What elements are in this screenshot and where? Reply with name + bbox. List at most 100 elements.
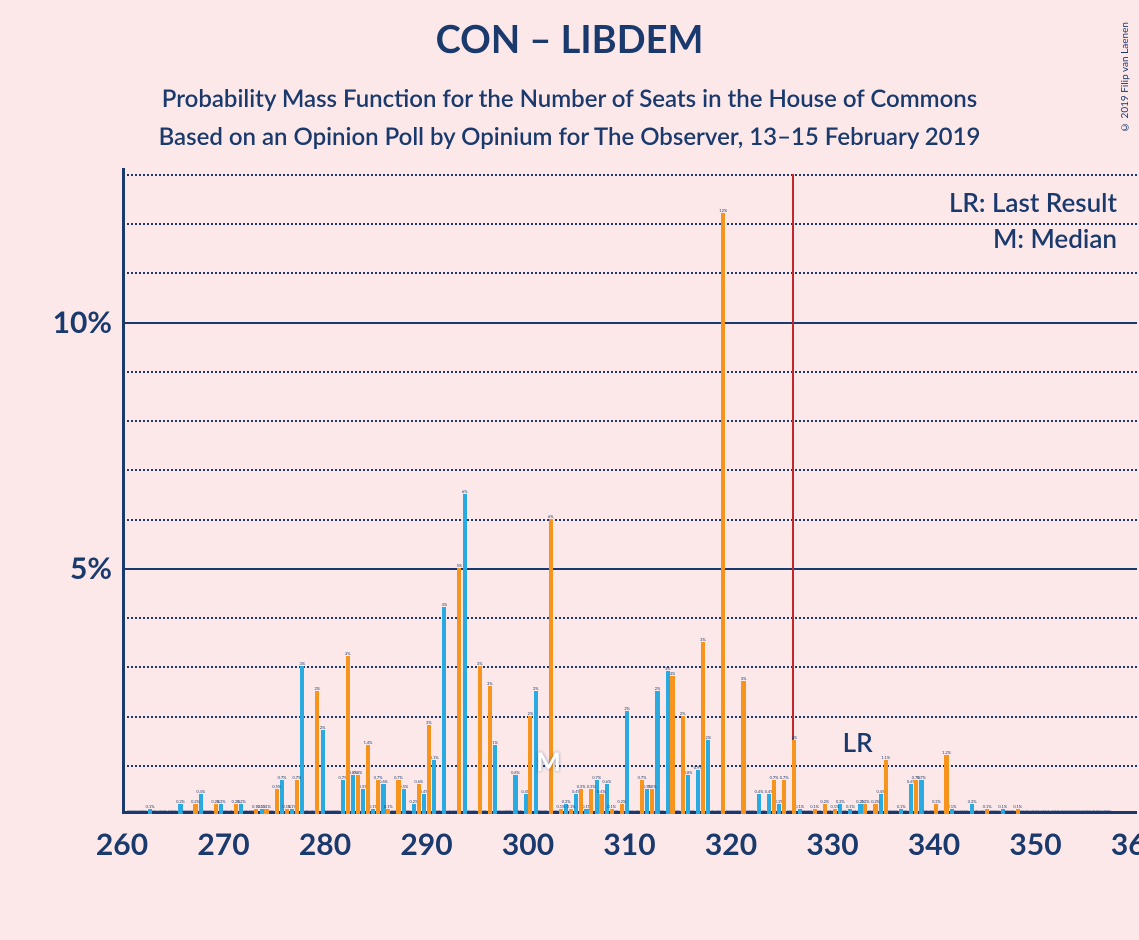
bar-blue: 0.4% bbox=[879, 794, 883, 814]
bar-value-label: 0.1% bbox=[830, 804, 839, 809]
bar-value-label: 0.7% bbox=[293, 775, 302, 780]
bar-value-label: 0% bbox=[132, 809, 138, 814]
bar-value-label: 0.7% bbox=[394, 775, 403, 780]
bar-value-label: 0.7% bbox=[912, 775, 921, 780]
bar-orange: 0.1% bbox=[264, 809, 268, 814]
y-axis-line bbox=[122, 168, 125, 814]
bar-value-label: 0% bbox=[1055, 809, 1061, 814]
bar-value-label: 0.7% bbox=[592, 775, 601, 780]
bar-orange: 0.2% bbox=[863, 804, 867, 814]
bar-value-label: 0.5% bbox=[577, 784, 586, 789]
bar-blue: 0.2% bbox=[412, 804, 416, 814]
gridline bbox=[122, 519, 1137, 521]
bar-blue: 0.1% bbox=[260, 809, 264, 814]
bar-value-label: 0.2% bbox=[871, 799, 880, 804]
bar-value-label: 0.1% bbox=[810, 804, 819, 809]
bar-blue: 0.1% bbox=[584, 809, 588, 814]
bar-value-label: 6% bbox=[462, 489, 468, 494]
chart-subtitle-1: Probability Mass Function for the Number… bbox=[0, 84, 1139, 113]
bar-value-label: 0% bbox=[974, 809, 980, 814]
chart-subtitle-2: Based on an Opinion Poll by Opinium for … bbox=[0, 122, 1139, 151]
bar-value-label: 2% bbox=[314, 686, 320, 691]
bar-value-label: 0.1% bbox=[384, 804, 393, 809]
bar-value-label: 3% bbox=[670, 671, 676, 676]
bar-value-label: 0.5% bbox=[648, 784, 657, 789]
lr-axis-label: LR bbox=[843, 726, 873, 758]
x-axis-tick-label: 320 bbox=[705, 826, 757, 862]
chart-title: CON – LIBDEM bbox=[0, 16, 1139, 62]
bar-orange: 0.2% bbox=[234, 804, 238, 814]
x-axis-tick-label: 300 bbox=[502, 826, 554, 862]
bar-orange: 0.1% bbox=[1016, 809, 1020, 814]
x-axis-tick-label: 280 bbox=[299, 826, 351, 862]
bar-blue: 0.9% bbox=[696, 770, 700, 814]
bar-value-label: 0.8% bbox=[511, 770, 520, 775]
bar-value-label: 0.1% bbox=[567, 804, 576, 809]
bar-orange: 0.4% bbox=[599, 794, 603, 814]
bar-blue: 0.6% bbox=[909, 784, 913, 814]
bar-orange: 0.2% bbox=[214, 804, 218, 814]
bar-orange: 0.2% bbox=[934, 804, 938, 814]
bar-value-label: 0% bbox=[923, 809, 929, 814]
bar-value-label: 0% bbox=[172, 809, 178, 814]
bar-value-label: 0% bbox=[325, 809, 331, 814]
bar-value-label: 0.2% bbox=[191, 799, 200, 804]
bar-orange: 2% bbox=[681, 716, 685, 814]
bar-value-label: 0.8% bbox=[353, 770, 362, 775]
bar-orange: 0.2% bbox=[620, 804, 624, 814]
bar-value-label: 0% bbox=[538, 809, 544, 814]
gridline bbox=[122, 617, 1137, 619]
gridline bbox=[122, 174, 1137, 176]
bar-value-label: 0% bbox=[446, 809, 452, 814]
gridline bbox=[122, 371, 1137, 373]
bar-orange: 2% bbox=[427, 725, 431, 814]
bar-orange: 3% bbox=[346, 656, 350, 814]
bar-value-label: 0.7% bbox=[780, 775, 789, 780]
bar-value-label: 3% bbox=[487, 681, 493, 686]
gridline bbox=[122, 420, 1137, 422]
bar-value-label: 0% bbox=[954, 809, 960, 814]
bar-orange: 2% bbox=[528, 716, 532, 814]
bar-blue: 0.2% bbox=[777, 804, 781, 814]
bar-blue: 0.1% bbox=[290, 809, 294, 814]
copyright-text: © 2019 Filip van Laenen bbox=[1119, 22, 1131, 133]
bar-orange: 3% bbox=[701, 642, 705, 814]
bar-orange: 0.5% bbox=[275, 789, 279, 814]
bar-value-label: 0% bbox=[1106, 809, 1112, 814]
bar-orange: 0.1% bbox=[985, 809, 989, 814]
chart-plot-area: LR: Last Result M: Median 5%10%260270280… bbox=[122, 174, 1137, 814]
bar-value-label: 0% bbox=[731, 809, 737, 814]
y-axis-tick-label: 5% bbox=[70, 550, 112, 586]
bar-value-label: 0.6% bbox=[379, 779, 388, 784]
bar-value-label: 0.4% bbox=[196, 789, 205, 794]
bar-orange: 0.5% bbox=[579, 789, 583, 814]
bar-value-label: 0% bbox=[710, 809, 716, 814]
gridline bbox=[122, 666, 1137, 668]
last-result-line bbox=[792, 174, 794, 814]
bar-value-label: 0.8% bbox=[684, 770, 693, 775]
bar-value-label: 1% bbox=[492, 740, 498, 745]
bar-value-label: 0.2% bbox=[932, 799, 941, 804]
bar-value-label: 0.2% bbox=[968, 799, 977, 804]
bar-value-label: 0.1% bbox=[252, 804, 261, 809]
bar-orange: 0.2% bbox=[193, 804, 197, 814]
bar-value-label: 0% bbox=[893, 809, 899, 814]
bar-value-label: 0% bbox=[162, 809, 168, 814]
bar-blue: 2% bbox=[655, 691, 659, 814]
bar-value-label: 0% bbox=[142, 809, 148, 814]
bar-orange: 0.1% bbox=[254, 809, 258, 814]
bar-value-label: 0% bbox=[761, 809, 767, 814]
bar-value-label: 0% bbox=[751, 809, 757, 814]
bar-value-label: 0% bbox=[152, 809, 158, 814]
bar-value-label: 0% bbox=[995, 809, 1001, 814]
bar-blue: 0.6% bbox=[381, 784, 385, 814]
bar-orange: 0.7% bbox=[295, 780, 299, 814]
bar-value-label: 0% bbox=[1096, 809, 1102, 814]
bar-value-label: 3% bbox=[345, 651, 351, 656]
median-label: M bbox=[536, 745, 561, 777]
x-axis-tick-label: 290 bbox=[400, 826, 452, 862]
bar-blue: 0.2% bbox=[858, 804, 862, 814]
bar-orange: 0.1% bbox=[559, 809, 563, 814]
bar-value-label: 0.2% bbox=[211, 799, 220, 804]
bar-value-label: 0% bbox=[802, 809, 808, 814]
